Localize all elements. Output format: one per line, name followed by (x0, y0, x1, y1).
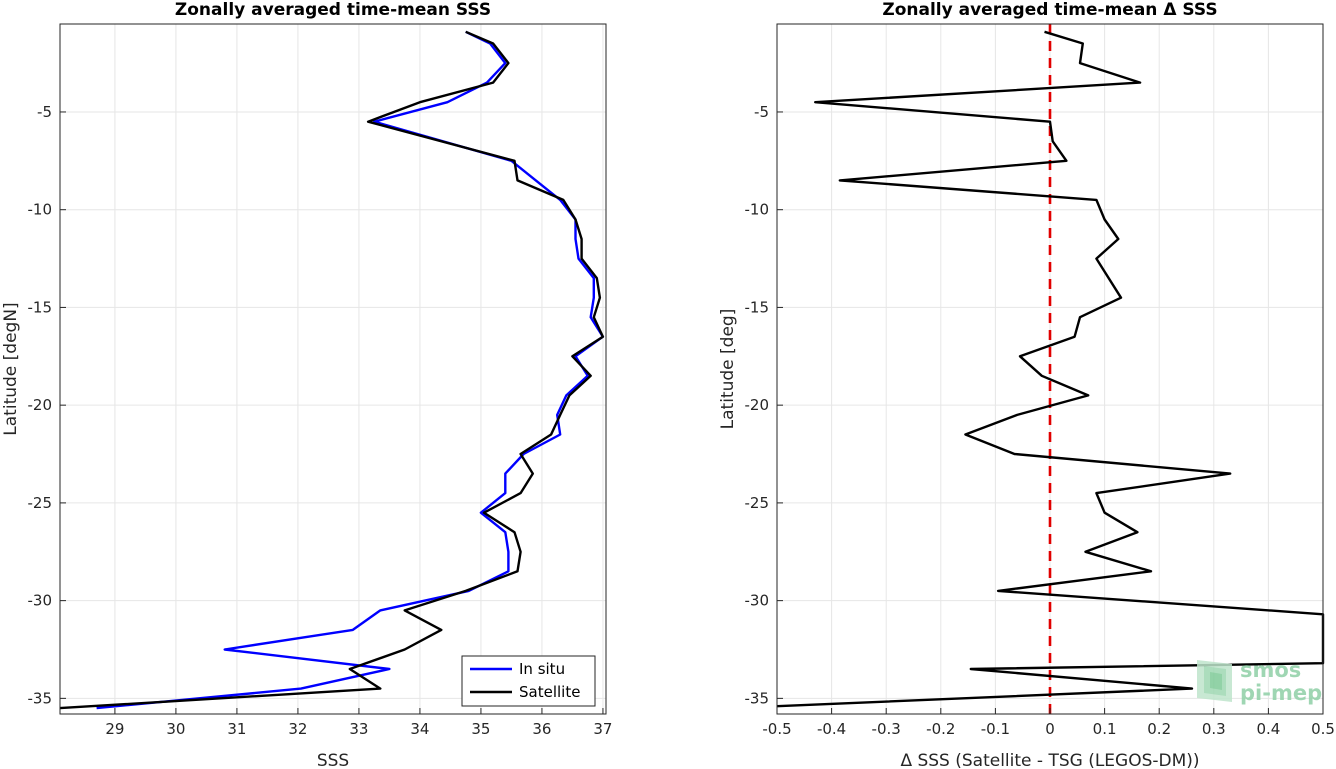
y-tick-label: -20 (745, 396, 770, 414)
y-tick-label: -20 (28, 396, 53, 414)
x-tick-label: 35 (471, 720, 490, 738)
x-tick-label: 31 (227, 720, 246, 738)
x-tick-label: 0.2 (1147, 720, 1171, 738)
x-tick-labels: 29 30 31 32 33 34 35 36 37 (105, 720, 612, 738)
series-line-delta-sss (776, 30, 1325, 708)
y-tick-labels: -5 -10 -15 -20 -25 -30 -35 (745, 103, 770, 707)
x-tick-label: 33 (349, 720, 368, 738)
logo-text-line1: smos (1240, 658, 1301, 682)
legend-label-satellite: Satellite (519, 683, 580, 701)
x-tick-label: 37 (593, 720, 612, 738)
series-layer (776, 30, 1325, 708)
x-tick-label: -0.1 (981, 720, 1010, 738)
logo-text-line2: pi-mep (1240, 681, 1322, 705)
y-tick-label: -10 (28, 201, 53, 219)
grid (60, 24, 606, 714)
panel-sss: 29 30 31 32 33 34 35 36 37 -5-10-15-20-25-30-35 … (1, 0, 612, 769)
y-tick-labels: -5 -10 -15 -20 -25 -30 -35 (28, 103, 53, 707)
y-tick-label: -25 (745, 494, 770, 512)
x-tick-label: -0.5 (762, 720, 791, 738)
series-line-satellite (59, 30, 605, 710)
y-tick-label: -35 (745, 689, 770, 707)
y-tick-label: -15 (745, 298, 770, 316)
axes-frame (59, 23, 607, 715)
y-tick-label: -15 (28, 298, 53, 316)
x-tick-label: 0.1 (1093, 720, 1117, 738)
plot-area (60, 24, 606, 714)
y-tick-label: -35 (28, 689, 53, 707)
x-tick-label: 32 (288, 720, 307, 738)
y-tick-label: -5 (754, 103, 769, 121)
y-tick-label: -30 (745, 592, 770, 610)
x-axis-label: SSS (317, 751, 349, 769)
x-tick-label: 36 (532, 720, 551, 738)
x-tick-label: 30 (166, 720, 185, 738)
x-tick-labels: -0.5 -0.4 -0.3 -0.2 -0.1 0 0.1 0.2 0.3 0.4 0.5 (762, 720, 1335, 738)
x-tick-label: 0.5 (1311, 720, 1335, 738)
panel-delta-sss: -0.5 -0.4 -0.3 -0.2 -0.1 0 0.1 0.2 0.3 0.4 0.5 -5-… (718, 0, 1335, 769)
y-tick-label: -10 (745, 201, 770, 219)
axes-frame (776, 23, 1324, 715)
legend: In situ Satellite (461, 655, 596, 707)
y-tick-label: -30 (28, 592, 53, 610)
x-tick-label: 29 (105, 720, 124, 738)
x-tick-label: 0.3 (1202, 720, 1226, 738)
legend-label-insitu: In situ (519, 660, 565, 678)
x-tick-label: 0.4 (1256, 720, 1280, 738)
x-tick-label: -0.4 (817, 720, 846, 738)
series-layer (59, 30, 605, 710)
smos-pimep-logo: smos pi-mep (1197, 658, 1322, 705)
y-tick-label: -5 (37, 103, 52, 121)
legend-box (461, 655, 596, 707)
y-axis-label: Latitude [degN] (1, 302, 21, 435)
chart-title: Zonally averaged time-mean SSS (175, 0, 491, 20)
x-tick-label: -0.2 (926, 720, 955, 738)
x-axis-label: Δ SSS (Satellite - TSG (LEGOS-DM)) (900, 751, 1199, 769)
chart-title: Zonally averaged time-mean Δ SSS (882, 0, 1217, 20)
y-tick-label: -25 (28, 494, 53, 512)
logo-mark-icon (1197, 660, 1232, 702)
x-tick-label: 0 (1045, 720, 1055, 738)
x-tick-label: 34 (410, 720, 429, 738)
y-axis-label: Latitude [deg] (718, 309, 738, 430)
x-tick-label: -0.3 (872, 720, 901, 738)
